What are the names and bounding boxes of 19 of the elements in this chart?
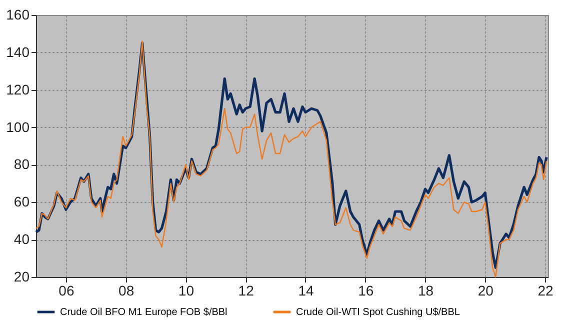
- y-tick-label: 120: [6, 81, 30, 98]
- x-tick-label: 14: [298, 282, 314, 298]
- x-tick-label: 16: [358, 282, 374, 298]
- y-tick-label: 20: [14, 268, 30, 284]
- y-tick-label: 60: [14, 194, 30, 210]
- x-tick-label: 18: [418, 282, 434, 298]
- y-tick-label: 80: [14, 156, 30, 172]
- x-tick-label: 20: [478, 282, 494, 298]
- x-tick-label: 22: [538, 282, 554, 298]
- y-tick-label: 140: [6, 44, 30, 60]
- legend-label: Crude Oil-WTI Spot Cushing U$/BBL: [296, 307, 460, 318]
- x-tick-label: 12: [238, 282, 254, 298]
- x-tick-label: 10: [178, 282, 194, 298]
- y-tick-label: 160: [6, 6, 30, 22]
- y-tick-label: 40: [14, 231, 30, 248]
- y-tick-label: 100: [6, 118, 30, 135]
- legend-label: Crude Oil BFO M1 Europe FOB $/BBl: [60, 307, 228, 318]
- x-tick-label: 08: [118, 282, 134, 298]
- x-tick-label: 06: [58, 282, 74, 298]
